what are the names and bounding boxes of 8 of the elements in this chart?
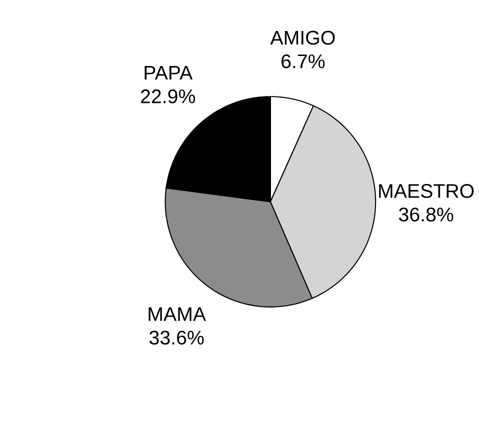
data-label: 36.8% (398, 208, 454, 222)
slice-label: MAESTRO (379, 184, 474, 198)
slice-label: PAPA (144, 66, 193, 80)
slice-label: AMIGO (270, 30, 335, 45)
data-label: 33.6% (149, 330, 204, 345)
data-label: 6.7% (282, 54, 325, 68)
slice-label: MAMA (148, 307, 206, 321)
data-label: 22.9% (141, 89, 196, 104)
